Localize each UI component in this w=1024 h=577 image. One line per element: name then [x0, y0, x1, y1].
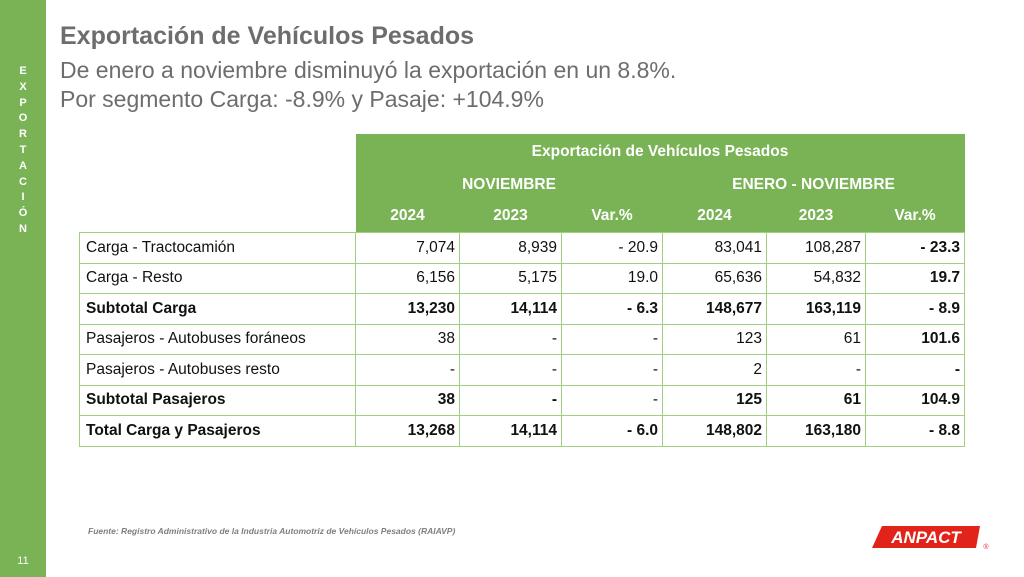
cell: 19.0: [561, 263, 663, 294]
section-label: E X P O R T A C I Ó N: [0, 64, 46, 238]
sidebar: E X P O R T A C I Ó N 11: [0, 0, 46, 577]
column-group-header: NOVIEMBRE: [355, 170, 663, 201]
cell: -: [561, 324, 663, 355]
cell: 7,074: [355, 232, 460, 264]
cell: 163,180: [766, 415, 866, 447]
cell: 2: [662, 354, 767, 386]
exports-table: Exportación de Vehículos Pesados NOVIEMB…: [79, 134, 965, 447]
cell: 148,802: [662, 415, 767, 447]
cell: -: [459, 354, 562, 386]
subtitle-line: Por segmento Carga: -8.9% y Pasaje: +104…: [60, 86, 544, 112]
subtitle-line: De enero a noviembre disminuyó la export…: [60, 57, 677, 83]
cell: 83,041: [662, 232, 767, 264]
section-letter: P: [19, 96, 27, 109]
cell: -: [865, 354, 965, 386]
logo-text: ANPACT: [890, 528, 962, 547]
column-header: Var.%: [561, 200, 663, 233]
row-label: Total Carga y Pasajeros: [79, 415, 356, 447]
section-letter: X: [19, 80, 27, 93]
cell: 108,287: [766, 232, 866, 264]
table-row: Carga - Resto 6,156 5,175 19.0 65,636 54…: [79, 263, 965, 294]
cell: 61: [766, 324, 866, 355]
cell: - 20.9: [561, 232, 663, 264]
section-letter: Ó: [18, 207, 28, 220]
column-header: 2023: [459, 200, 562, 233]
logo-background: [872, 526, 980, 548]
row-label: Carga - Resto: [79, 263, 356, 294]
column-group-header: ENERO - NOVIEMBRE: [662, 170, 965, 201]
cell: 13,268: [355, 415, 460, 447]
cell: 123: [662, 324, 767, 355]
cell: - 23.3: [865, 232, 965, 264]
row-label: Pasajeros - Autobuses resto: [79, 354, 356, 386]
section-letter: N: [19, 222, 27, 235]
table-title: Exportación de Vehículos Pesados: [355, 134, 965, 170]
cell: 148,677: [662, 293, 767, 325]
table-row: Carga - Tractocamión 7,074 8,939 - 20.9 …: [79, 232, 965, 264]
anpact-logo: ANPACT ®: [872, 526, 989, 551]
cell: -: [766, 354, 866, 386]
cell: 65,636: [662, 263, 767, 294]
cell: 125: [662, 385, 767, 416]
row-label: Subtotal Pasajeros: [79, 385, 356, 416]
logo-registered-mark: ®: [983, 543, 989, 551]
table-row: Total Carga y Pasajeros 13,268 14,114 - …: [79, 415, 965, 447]
cell: 38: [355, 385, 460, 416]
cell: 104.9: [865, 385, 965, 416]
section-letter: T: [19, 143, 27, 156]
column-header: 2024: [662, 200, 767, 233]
section-letter: O: [18, 112, 28, 125]
cell: 13,230: [355, 293, 460, 325]
cell: 8,939: [459, 232, 562, 264]
section-letter: C: [19, 175, 27, 188]
cell: 101.6: [865, 324, 965, 355]
column-header: 2023: [766, 200, 866, 233]
row-label: Pasajeros - Autobuses foráneos: [79, 324, 356, 355]
page-subtitle: De enero a noviembre disminuyó la export…: [60, 56, 676, 114]
column-header: 2024: [355, 200, 460, 233]
section-letter: E: [19, 65, 27, 77]
cell: - 6.0: [561, 415, 663, 447]
row-label: Carga - Tractocamión: [79, 232, 356, 264]
cell: -: [459, 385, 562, 416]
cell: 54,832: [766, 263, 866, 294]
table-row: Subtotal Pasajeros 38 - - 125 61 104.9: [79, 385, 965, 416]
column-header: Var.%: [865, 200, 965, 233]
cell: 38: [355, 324, 460, 355]
cell: -: [561, 354, 663, 386]
cell: -: [561, 385, 663, 416]
cell: 6,156: [355, 263, 460, 294]
source-note: Fuente: Registro Administrativo de la In…: [88, 526, 456, 536]
row-label: Subtotal Carga: [79, 293, 356, 325]
table-row: Pasajeros - Autobuses resto - - - 2 - -: [79, 354, 965, 386]
section-letter: I: [21, 191, 25, 204]
cell: - 8.9: [865, 293, 965, 325]
cell: 5,175: [459, 263, 562, 294]
cell: 19.7: [865, 263, 965, 294]
cell: -: [459, 324, 562, 355]
cell: 14,114: [459, 415, 562, 447]
cell: - 6.3: [561, 293, 663, 325]
page-title: Exportación de Vehículos Pesados: [60, 22, 475, 50]
cell: - 8.8: [865, 415, 965, 447]
cell: -: [355, 354, 460, 386]
cell: 61: [766, 385, 866, 416]
section-letter: R: [19, 128, 27, 141]
cell: 14,114: [459, 293, 562, 325]
table-row: Pasajeros - Autobuses foráneos 38 - - 12…: [79, 324, 965, 355]
section-letter: A: [19, 159, 27, 172]
page-number: 11: [17, 555, 29, 567]
table-row: Subtotal Carga 13,230 14,114 - 6.3 148,6…: [79, 293, 965, 325]
cell: 163,119: [766, 293, 866, 325]
